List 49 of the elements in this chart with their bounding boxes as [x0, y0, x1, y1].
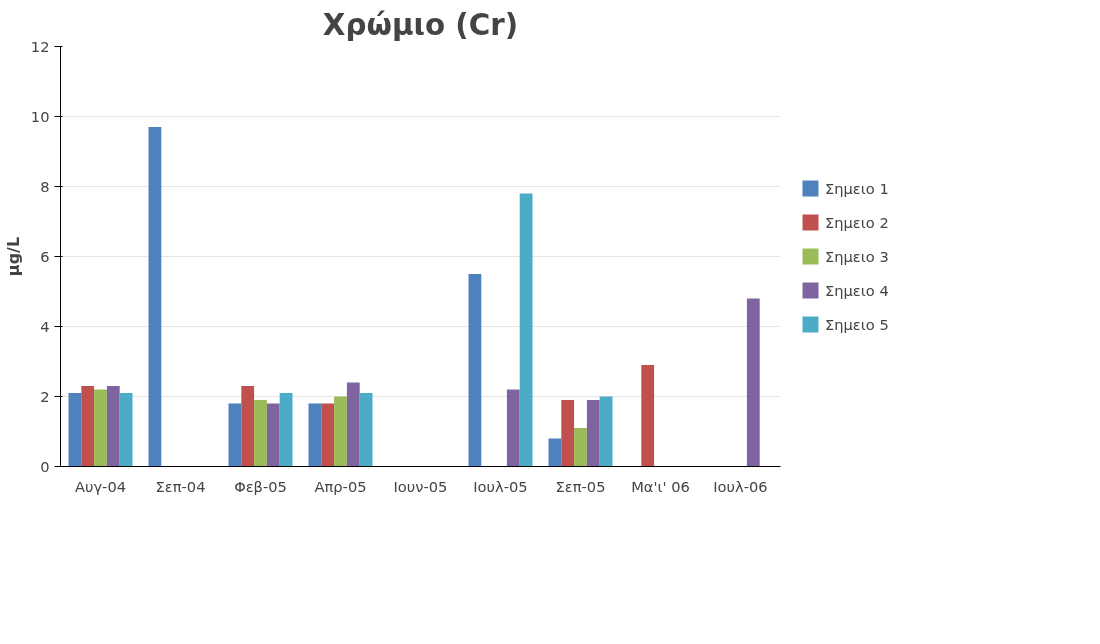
bar [68, 393, 82, 467]
bar [148, 127, 162, 467]
bar [266, 403, 280, 467]
bar [254, 400, 267, 467]
x-tick-label: Σεπ-04 [155, 477, 206, 495]
legend-label: Σημειο 3 [825, 247, 890, 265]
bar [308, 403, 322, 467]
y-tick-label: 8 [40, 177, 50, 195]
legend-label: Σημειο 5 [825, 315, 890, 333]
bar [574, 428, 587, 467]
x-tick-label: Απρ-05 [314, 477, 367, 495]
x-tick-label: Ιουν-05 [393, 477, 448, 495]
chart-title: Χρώμιο (Cr) [322, 7, 519, 42]
x-tick-label: Μα'ι' 06 [631, 477, 690, 495]
x-tick-label: Αυγ-04 [74, 477, 127, 495]
bar [359, 393, 373, 467]
bar [506, 389, 520, 467]
y-tick-label: 10 [30, 107, 50, 125]
legend-label: Σημειο 2 [825, 213, 890, 231]
bar [228, 403, 242, 467]
bar [548, 438, 562, 467]
bar [468, 274, 482, 467]
y-tick-label: 0 [40, 457, 50, 475]
bar [599, 396, 613, 467]
bar [519, 193, 533, 467]
bar [94, 389, 107, 467]
x-tick-label: Σεπ-05 [555, 477, 606, 495]
y-axis-title: μg/L [3, 236, 23, 277]
bar [561, 400, 575, 467]
bar [346, 382, 360, 467]
bar [241, 386, 255, 467]
bar [746, 298, 760, 467]
bar [106, 386, 120, 467]
bar [279, 393, 293, 467]
x-tick-label: Ιουλ-06 [713, 477, 768, 495]
bar [321, 403, 335, 467]
bar [334, 396, 347, 467]
bar [586, 400, 600, 467]
bar [81, 386, 95, 467]
x-tick-label: Ιουλ-05 [473, 477, 528, 495]
x-tick-label: Φεβ-05 [234, 477, 287, 495]
y-tick-label: 2 [40, 387, 50, 405]
bar [641, 365, 655, 467]
y-tick-label: 4 [40, 317, 50, 335]
legend-label: Σημειο 1 [825, 179, 890, 197]
legend-label: Σημειο 4 [825, 281, 890, 299]
y-tick-label: 12 [30, 37, 50, 55]
bar [119, 393, 133, 467]
y-tick-label: 6 [40, 247, 50, 265]
